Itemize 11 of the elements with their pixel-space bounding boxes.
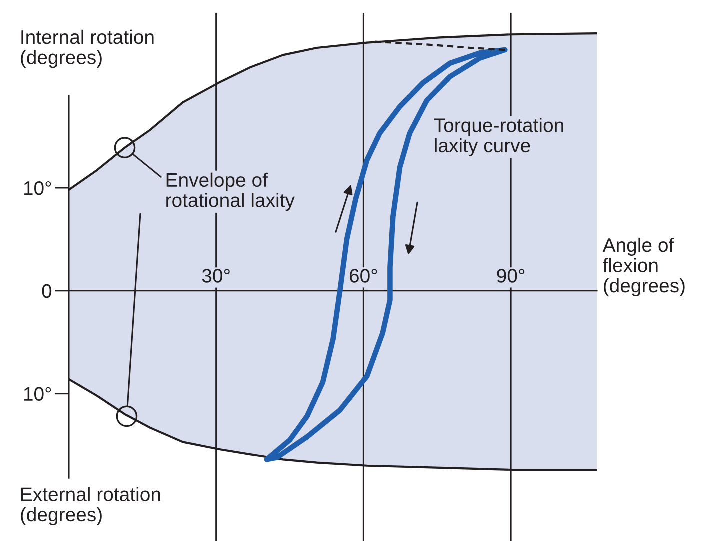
series-label: Envelope of rotational laxity — [166, 172, 295, 212]
y-tick-label: 10° — [24, 181, 52, 196]
y-tick-label: 0 — [42, 284, 52, 298]
y-axis-title: Internal rotation (degrees) — [21, 30, 154, 68]
x-tick-label: 90° — [497, 269, 525, 283]
y-tick-label: 10° — [24, 387, 52, 402]
annotation: Torque-rotation laxity curve — [434, 118, 564, 156]
annotation: External rotation (degrees) — [21, 487, 160, 526]
x-axis-title: Angle of flexion (degrees) — [602, 238, 685, 297]
x-tick-label: 60° — [350, 269, 378, 283]
x-tick-label: 30° — [202, 269, 230, 283]
